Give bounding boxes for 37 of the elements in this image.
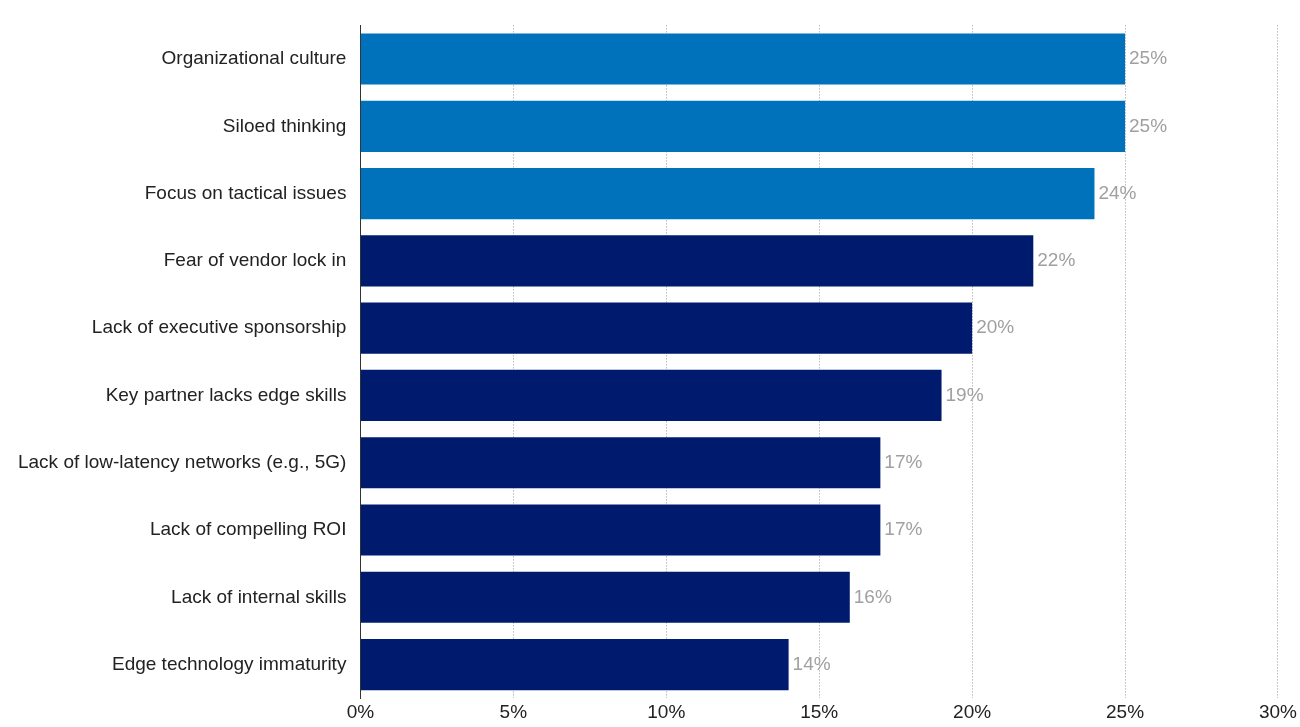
bar bbox=[360, 235, 1034, 287]
data-label: 14% bbox=[792, 652, 831, 674]
bar bbox=[360, 33, 1126, 85]
data-label: 20% bbox=[976, 316, 1015, 338]
bar bbox=[360, 168, 1095, 220]
x-tick-label: 30% bbox=[1258, 700, 1298, 722]
y-tick-label: Lack of low-latency networks (e.g., 5G) bbox=[17, 450, 347, 472]
x-tick-label: 20% bbox=[953, 700, 992, 722]
data-label: 19% bbox=[945, 383, 984, 405]
x-tick-label: 15% bbox=[800, 700, 839, 722]
y-tick-label: Organizational culture bbox=[161, 47, 347, 69]
y-tick-label: Lack of executive sponsorship bbox=[91, 316, 347, 338]
data-label: 17% bbox=[884, 518, 923, 540]
bar bbox=[360, 638, 789, 691]
bar bbox=[360, 369, 942, 422]
y-tick-label: Edge technology immaturity bbox=[111, 652, 347, 674]
y-tick-label: Fear of vendor lock in bbox=[163, 249, 347, 271]
data-label: 16% bbox=[853, 585, 892, 607]
bar bbox=[360, 100, 1126, 152]
x-tick-label: 5% bbox=[499, 700, 528, 722]
data-label: 25% bbox=[1129, 47, 1168, 69]
bar bbox=[360, 571, 850, 623]
data-label: 22% bbox=[1037, 249, 1076, 271]
bar bbox=[360, 504, 881, 556]
data-label: 17% bbox=[884, 450, 923, 472]
y-tick-label: Lack of compelling ROI bbox=[149, 518, 347, 540]
bar bbox=[360, 302, 973, 354]
x-tick-label: 0% bbox=[346, 700, 375, 722]
bar bbox=[360, 437, 881, 489]
y-tick-label: Lack of internal skills bbox=[171, 585, 347, 607]
x-tick-label: 10% bbox=[647, 700, 686, 722]
y-tick-label: Siloed thinking bbox=[222, 114, 347, 136]
data-label: 25% bbox=[1129, 114, 1168, 136]
y-tick-label: Key partner lacks edge skills bbox=[105, 383, 347, 405]
data-label: 24% bbox=[1098, 181, 1137, 203]
y-tick-label: Focus on tactical issues bbox=[144, 181, 347, 203]
x-tick-label: 25% bbox=[1106, 700, 1145, 722]
